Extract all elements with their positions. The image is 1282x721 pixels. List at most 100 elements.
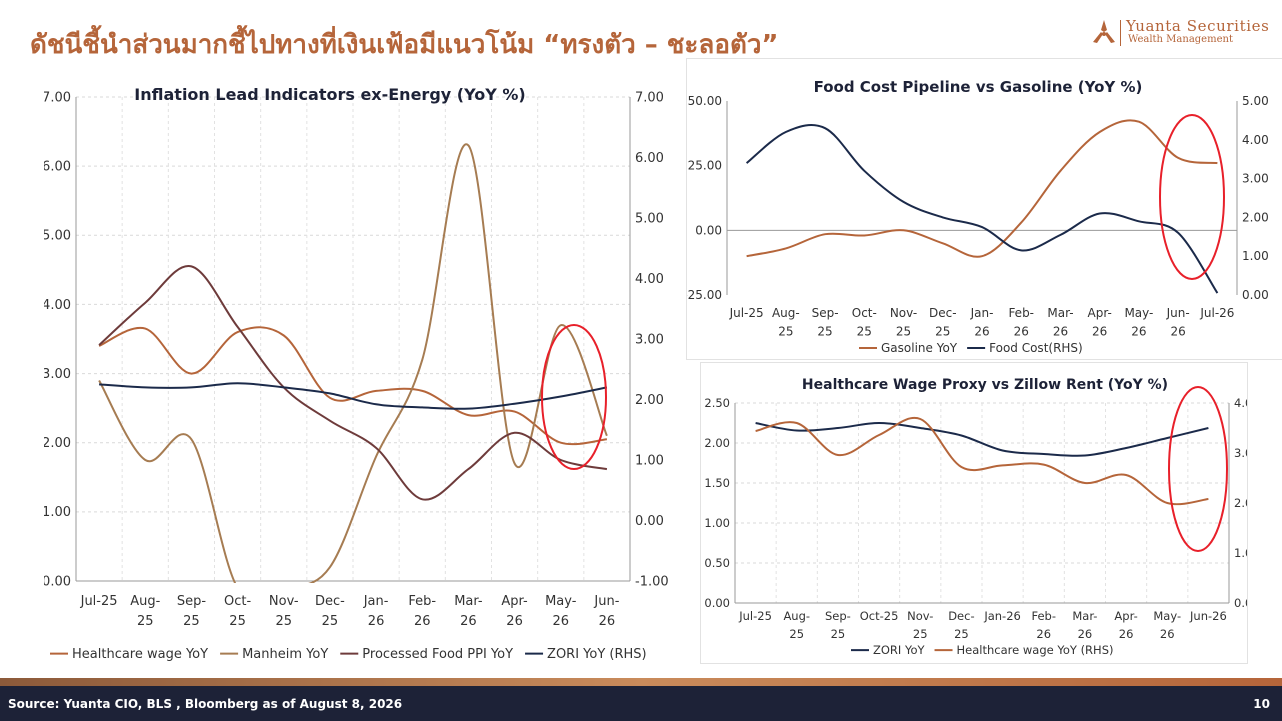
x-tick-label: May-26 xyxy=(1153,609,1181,641)
y-right-tick-label: 2.00 xyxy=(1242,210,1269,224)
highlight-ellipse xyxy=(1159,114,1225,280)
x-tick-label: Mar-26 xyxy=(1047,306,1073,339)
y-right-tick-label: 3.00 xyxy=(1234,446,1247,460)
y-left-tick-label: 2.00 xyxy=(704,436,730,450)
chart-title: Inflation Lead Indicators ex-Energy (YoY… xyxy=(134,85,525,104)
y-right-tick-label: 6.00 xyxy=(635,151,664,166)
slide-title: ดัชนีชี้นำส่วนมากชี้ไปทางที่เงินเฟ้อมีแน… xyxy=(30,30,779,60)
chart-title: Healthcare Wage Proxy vs Zillow Rent (Yo… xyxy=(802,377,1168,393)
logo-divider xyxy=(1120,20,1121,46)
x-tick-label: Jun-26 xyxy=(593,594,619,629)
y-right-tick-label: 3.00 xyxy=(635,332,664,347)
x-tick-label: Apr-26 xyxy=(1088,306,1112,339)
y-left-tick-label: 5.00 xyxy=(44,229,71,244)
highlight-ellipse xyxy=(1168,386,1228,552)
chart-3-svg: 0.00 0.50 1.00 1.50 2.00 2.50 0.00 1.00 2.00 3.00… xyxy=(704,377,1247,657)
y-left-tick-label: 0.50 xyxy=(704,556,730,570)
y-right-tick-label: 1.00 xyxy=(635,453,664,468)
footer-accent-band xyxy=(0,678,1282,686)
x-tick-label: Aug-25 xyxy=(772,306,800,339)
x-tick-label: May-26 xyxy=(1124,306,1153,339)
legend-label: Processed Food PPI YoY xyxy=(362,647,513,662)
y-right-tick-label: 5.00 xyxy=(1242,94,1269,108)
y-left-tick-label: 7.00 xyxy=(44,90,71,105)
y-right-tick-label: 0.00 xyxy=(635,514,664,529)
legend-label: ZORI YoY (RHS) xyxy=(547,647,647,662)
x-tick-label: Jul-25 xyxy=(729,306,764,320)
x-tick-label: Jul-26 xyxy=(1199,306,1234,320)
x-tick-label: Jan-26 xyxy=(363,594,389,629)
x-tick-label: Apr-26 xyxy=(501,594,528,629)
series-line-gasoline-yoy xyxy=(746,119,1218,258)
x-tick-label: Nov-25 xyxy=(269,594,299,629)
y-right-tick-label: 1.00 xyxy=(1234,546,1247,560)
y-right-tick-label: 2.00 xyxy=(635,393,664,408)
x-tick-label: Sep-25 xyxy=(825,609,851,641)
y-right-tick-label: 4.00 xyxy=(635,272,664,287)
y-left-tick-label: 25.00 xyxy=(688,159,722,173)
y-right-tick-label: 5.00 xyxy=(635,211,664,226)
brand-logo: Yuanta Securities Wealth Management xyxy=(1090,16,1280,50)
brand-name: Yuanta Securities xyxy=(1126,17,1270,35)
y-left-tick-label: 1.50 xyxy=(704,476,730,490)
brand-subtitle: Wealth Management xyxy=(1128,34,1233,45)
y-left-tick-label: 2.00 xyxy=(44,436,71,451)
legend-label: Healthcare wage YoY xyxy=(72,647,208,662)
legend-label: Healthcare wage YoY (RHS) xyxy=(957,643,1114,657)
x-tick-label: Oct-25 xyxy=(860,609,899,623)
y-left-tick-label: 6.00 xyxy=(44,159,71,174)
yuanta-logo-icon xyxy=(1093,20,1115,43)
legend-label: Food Cost(RHS) xyxy=(989,341,1083,355)
series-group xyxy=(745,119,1219,294)
y-left-tick-label: -25.00 xyxy=(687,288,722,302)
series-group xyxy=(755,416,1209,506)
x-tick-label: Jan-26 xyxy=(970,306,994,339)
x-tick-label: Mar-26 xyxy=(1072,609,1097,641)
y-right-tick-label: 0.00 xyxy=(1242,288,1269,302)
y-right-tick-label: 0.00 xyxy=(1234,596,1247,610)
x-tick-label: Sep-25 xyxy=(177,594,207,629)
series-line-food-cost-rhs xyxy=(745,124,1219,294)
y-right-tick-label: 7.00 xyxy=(635,90,664,105)
y-right-tick-label: 3.00 xyxy=(1242,172,1269,186)
source-note: Source: Yuanta CIO, BLS , Bloomberg as o… xyxy=(8,697,403,711)
y-left-tick-label: 1.00 xyxy=(44,505,71,520)
x-tick-label: Apr-26 xyxy=(1114,609,1137,641)
x-tick-label: Dec-25 xyxy=(929,306,957,339)
x-tick-label: Mar-26 xyxy=(454,594,483,629)
x-tick-label: Nov-25 xyxy=(907,609,933,641)
series-line-zori-yoy-rhs xyxy=(99,382,608,410)
footer-bar: Source: Yuanta CIO, BLS , Bloomberg as o… xyxy=(0,686,1282,721)
y-left-tick-label: 3.00 xyxy=(44,367,71,382)
x-tick-label: Oct-25 xyxy=(224,594,251,629)
series-line-zori-yoy xyxy=(755,421,1209,457)
y-left-tick-label: 2.50 xyxy=(704,396,730,410)
x-tick-label: Aug-25 xyxy=(783,609,810,641)
y-left-tick-label: 0.00 xyxy=(44,574,71,589)
y-left-tick-label: 1.00 xyxy=(704,516,730,530)
series-line-healthcare-wage-yoy-rhs xyxy=(755,416,1209,506)
x-tick-label: Nov-25 xyxy=(890,306,917,339)
x-tick-label: Feb-26 xyxy=(408,594,436,629)
x-tick-label: Aug-25 xyxy=(130,594,160,629)
y-right-tick-label: 4.00 xyxy=(1242,133,1269,147)
y-left-tick-label: 50.00 xyxy=(688,94,722,108)
inflation-lead-indicators-chart: 0.00 1.00 2.00 3.00 4.00 5.00 6.00 7.00 -1.00 0.0… xyxy=(44,66,680,672)
y-right-tick-label: 1.00 xyxy=(1242,249,1269,263)
chart-2-svg: -25.00 0.00 25.00 50.00 0.00 1.00 2.00 3.00 4.00… xyxy=(687,78,1269,355)
page-number: 10 xyxy=(1253,697,1270,711)
highlight-ellipse xyxy=(541,324,607,470)
x-tick-label: Feb-26 xyxy=(1008,306,1034,339)
x-tick-label: May-26 xyxy=(545,594,577,629)
series-line-healthcare-wage-yoy xyxy=(98,326,608,446)
y-right-tick-label: 2.00 xyxy=(1234,496,1247,510)
x-tick-label: Jul-25 xyxy=(738,609,772,623)
x-tick-label: Dec-25 xyxy=(948,609,974,641)
x-tick-label: Jun-26 xyxy=(1189,609,1227,623)
legend-label: ZORI YoY xyxy=(873,643,926,657)
series-line-manheim-yoy xyxy=(98,143,608,583)
food-cost-vs-gasoline-chart: -25.00 0.00 25.00 50.00 0.00 1.00 2.00 3.00 4.00… xyxy=(686,58,1282,360)
y-left-tick-label: 4.00 xyxy=(44,298,71,313)
y-right-tick-label: -1.00 xyxy=(635,574,669,589)
x-tick-label: Jun-26 xyxy=(1166,306,1190,339)
